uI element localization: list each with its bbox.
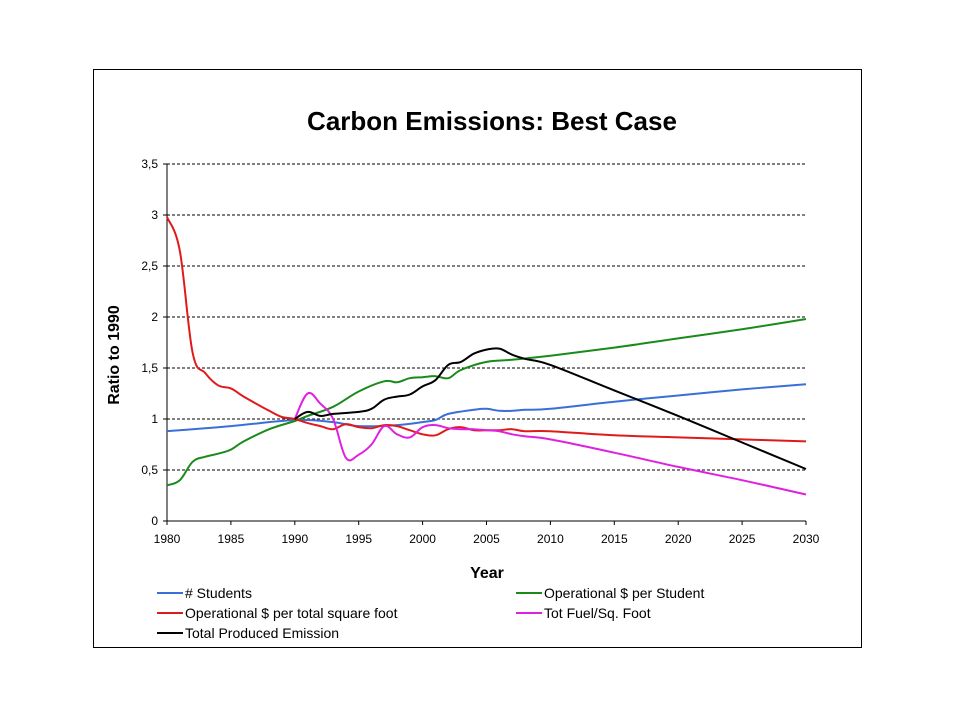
chart-title: Carbon Emissions: Best Case (307, 106, 677, 136)
x-tick-label: 1990 (281, 532, 308, 546)
y-tick-labels: 0 0,5 1 1,5 2 2,5 3 3,5 (141, 157, 158, 528)
series-line-students (166, 383, 807, 433)
y-tick-label: 3 (151, 208, 158, 222)
series-lines (166, 216, 807, 496)
y-axis-title: Ratio to 1990 (106, 305, 123, 405)
y-tick-label: 0 (151, 514, 158, 528)
x-tick-label: 2025 (729, 532, 756, 546)
axes (163, 163, 807, 525)
y-tick-label: 3,5 (141, 157, 158, 171)
x-tick-label: 1980 (154, 532, 181, 546)
x-tick-label: 1995 (345, 532, 372, 546)
x-tick-labels: 1980 1985 1990 1995 2000 2005 2010 2015 2020 2025… (154, 532, 820, 546)
legend-label: # Students (185, 585, 252, 601)
x-axis-title: Year (470, 565, 504, 582)
legend-label: Total Produced Emission (185, 625, 339, 641)
legend-label: Operational $ per Student (544, 585, 704, 601)
x-tick-label: 2020 (665, 532, 692, 546)
x-tick-label: 2015 (601, 532, 628, 546)
y-tick-label: 2 (151, 310, 158, 324)
y-tick-label: 2,5 (141, 259, 158, 273)
series-line-operational-per-total-square-foot (166, 216, 807, 443)
series-line-operational-per-student (166, 318, 807, 487)
x-tick-label: 2005 (473, 532, 500, 546)
legend-label: Tot Fuel/Sq. Foot (544, 605, 651, 621)
x-tick-label: 2030 (793, 532, 820, 546)
y-tick-label: 0,5 (141, 463, 158, 477)
legend-label: Operational $ per total square foot (185, 605, 398, 621)
legend: # Students Operational $ per Student Opera… (157, 585, 704, 641)
chart-frame (93, 69, 862, 648)
series-line-tot-fuel-sq-foot (293, 391, 807, 496)
x-tick-label: 2000 (409, 532, 436, 546)
gridlines (167, 163, 806, 471)
y-tick-label: 1,5 (141, 361, 158, 375)
x-tick-label: 1985 (218, 532, 245, 546)
x-tick-label: 2010 (537, 532, 564, 546)
series-line-total-produced-emission (294, 347, 807, 470)
y-tick-label: 1 (151, 412, 158, 426)
